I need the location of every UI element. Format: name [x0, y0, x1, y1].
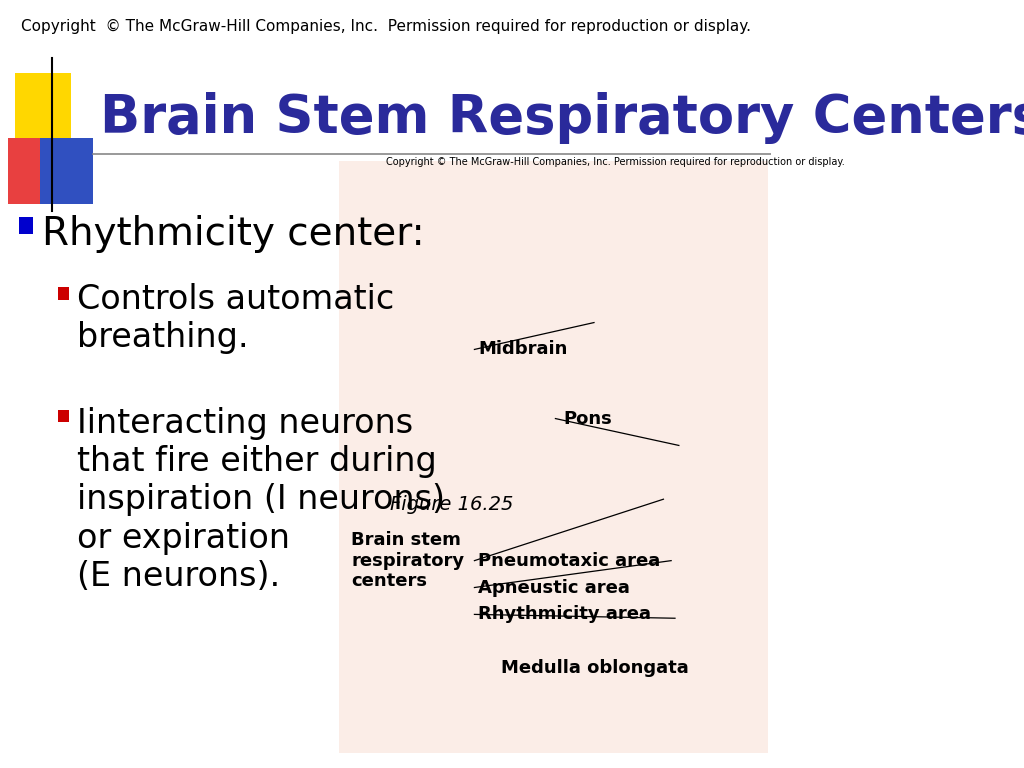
Text: Copyright  © The McGraw-Hill Companies, Inc.  Permission required for reproducti: Copyright © The McGraw-Hill Companies, I…	[20, 19, 751, 35]
Text: Midbrain: Midbrain	[478, 340, 567, 359]
Text: Brain stem
respiratory
centers: Brain stem respiratory centers	[351, 531, 464, 591]
Text: Medulla oblongata: Medulla oblongata	[502, 659, 689, 677]
Text: Apneustic area: Apneustic area	[478, 578, 630, 597]
Text: Pons: Pons	[563, 409, 612, 428]
FancyBboxPatch shape	[58, 287, 69, 300]
Text: Copyright © The McGraw-Hill Companies, Inc. Permission required for reproduction: Copyright © The McGraw-Hill Companies, I…	[386, 157, 845, 167]
FancyBboxPatch shape	[339, 161, 768, 753]
Text: Rhythmicity area: Rhythmicity area	[478, 605, 651, 624]
Text: Pneumotaxic area: Pneumotaxic area	[478, 551, 660, 570]
FancyBboxPatch shape	[19, 217, 33, 234]
Text: Rhythmicity center:: Rhythmicity center:	[42, 215, 425, 253]
Text: Iinteracting neurons
that fire either during
inspiration (I neurons)
or expirati: Iinteracting neurons that fire either du…	[77, 407, 445, 593]
FancyBboxPatch shape	[8, 138, 60, 204]
Text: Figure 16.25: Figure 16.25	[389, 495, 513, 515]
FancyBboxPatch shape	[58, 410, 69, 422]
FancyBboxPatch shape	[15, 73, 71, 142]
Text: Controls automatic
breathing.: Controls automatic breathing.	[77, 283, 394, 354]
FancyBboxPatch shape	[40, 138, 92, 204]
Text: Brain Stem Respiratory Centers: Brain Stem Respiratory Centers	[100, 92, 1024, 144]
